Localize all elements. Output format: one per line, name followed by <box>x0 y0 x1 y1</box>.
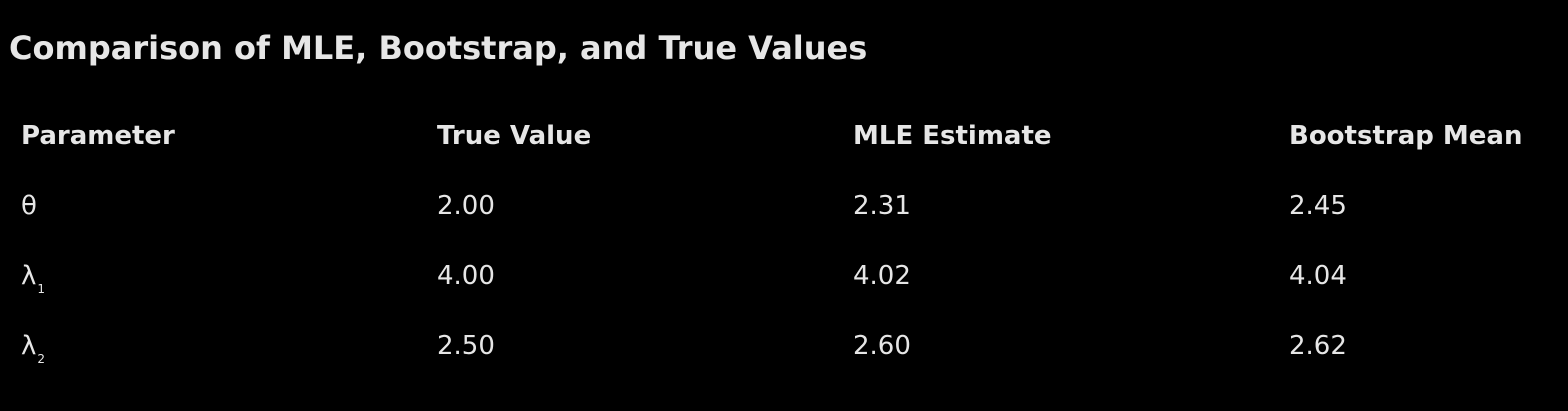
cell-bootstrap-mean: 2.45 <box>1289 191 1347 221</box>
header-parameter: Parameter <box>21 121 175 151</box>
cell-true-value: 4.00 <box>437 261 495 291</box>
cell-bootstrap-mean: 2.62 <box>1289 331 1347 361</box>
parameter-symbol: θ <box>21 191 37 221</box>
parameter-symbol: λ <box>21 331 37 361</box>
header-true-value: True Value <box>437 121 592 151</box>
table-row: θ 2.00 2.31 2.45 <box>0 171 1568 241</box>
cell-true-value: 2.00 <box>437 191 495 221</box>
comparison-table: Parameter True Value MLE Estimate Bootst… <box>0 101 1568 381</box>
cell-parameter: λ2 <box>0 311 416 381</box>
cell-mle-estimate: 2.31 <box>853 191 911 221</box>
table-row: λ1 4.00 4.02 4.04 <box>0 241 1568 311</box>
page-title: Comparison of MLE, Bootstrap, and True V… <box>9 29 868 67</box>
header-mle-estimate: MLE Estimate <box>853 121 1052 151</box>
cell-true-value: 2.50 <box>437 331 495 361</box>
table-header-row: Parameter True Value MLE Estimate Bootst… <box>0 101 1568 171</box>
cell-parameter: θ <box>0 171 416 241</box>
parameter-subscript: 2 <box>37 352 46 366</box>
parameter-subscript: 1 <box>37 282 46 296</box>
parameter-symbol: λ <box>21 261 37 291</box>
cell-bootstrap-mean: 4.04 <box>1289 261 1347 291</box>
cell-parameter: λ1 <box>0 241 416 311</box>
cell-mle-estimate: 2.60 <box>853 331 911 361</box>
table-row: λ2 2.50 2.60 2.62 <box>0 311 1568 381</box>
header-bootstrap-mean: Bootstrap Mean <box>1289 121 1523 151</box>
cell-mle-estimate: 4.02 <box>853 261 911 291</box>
